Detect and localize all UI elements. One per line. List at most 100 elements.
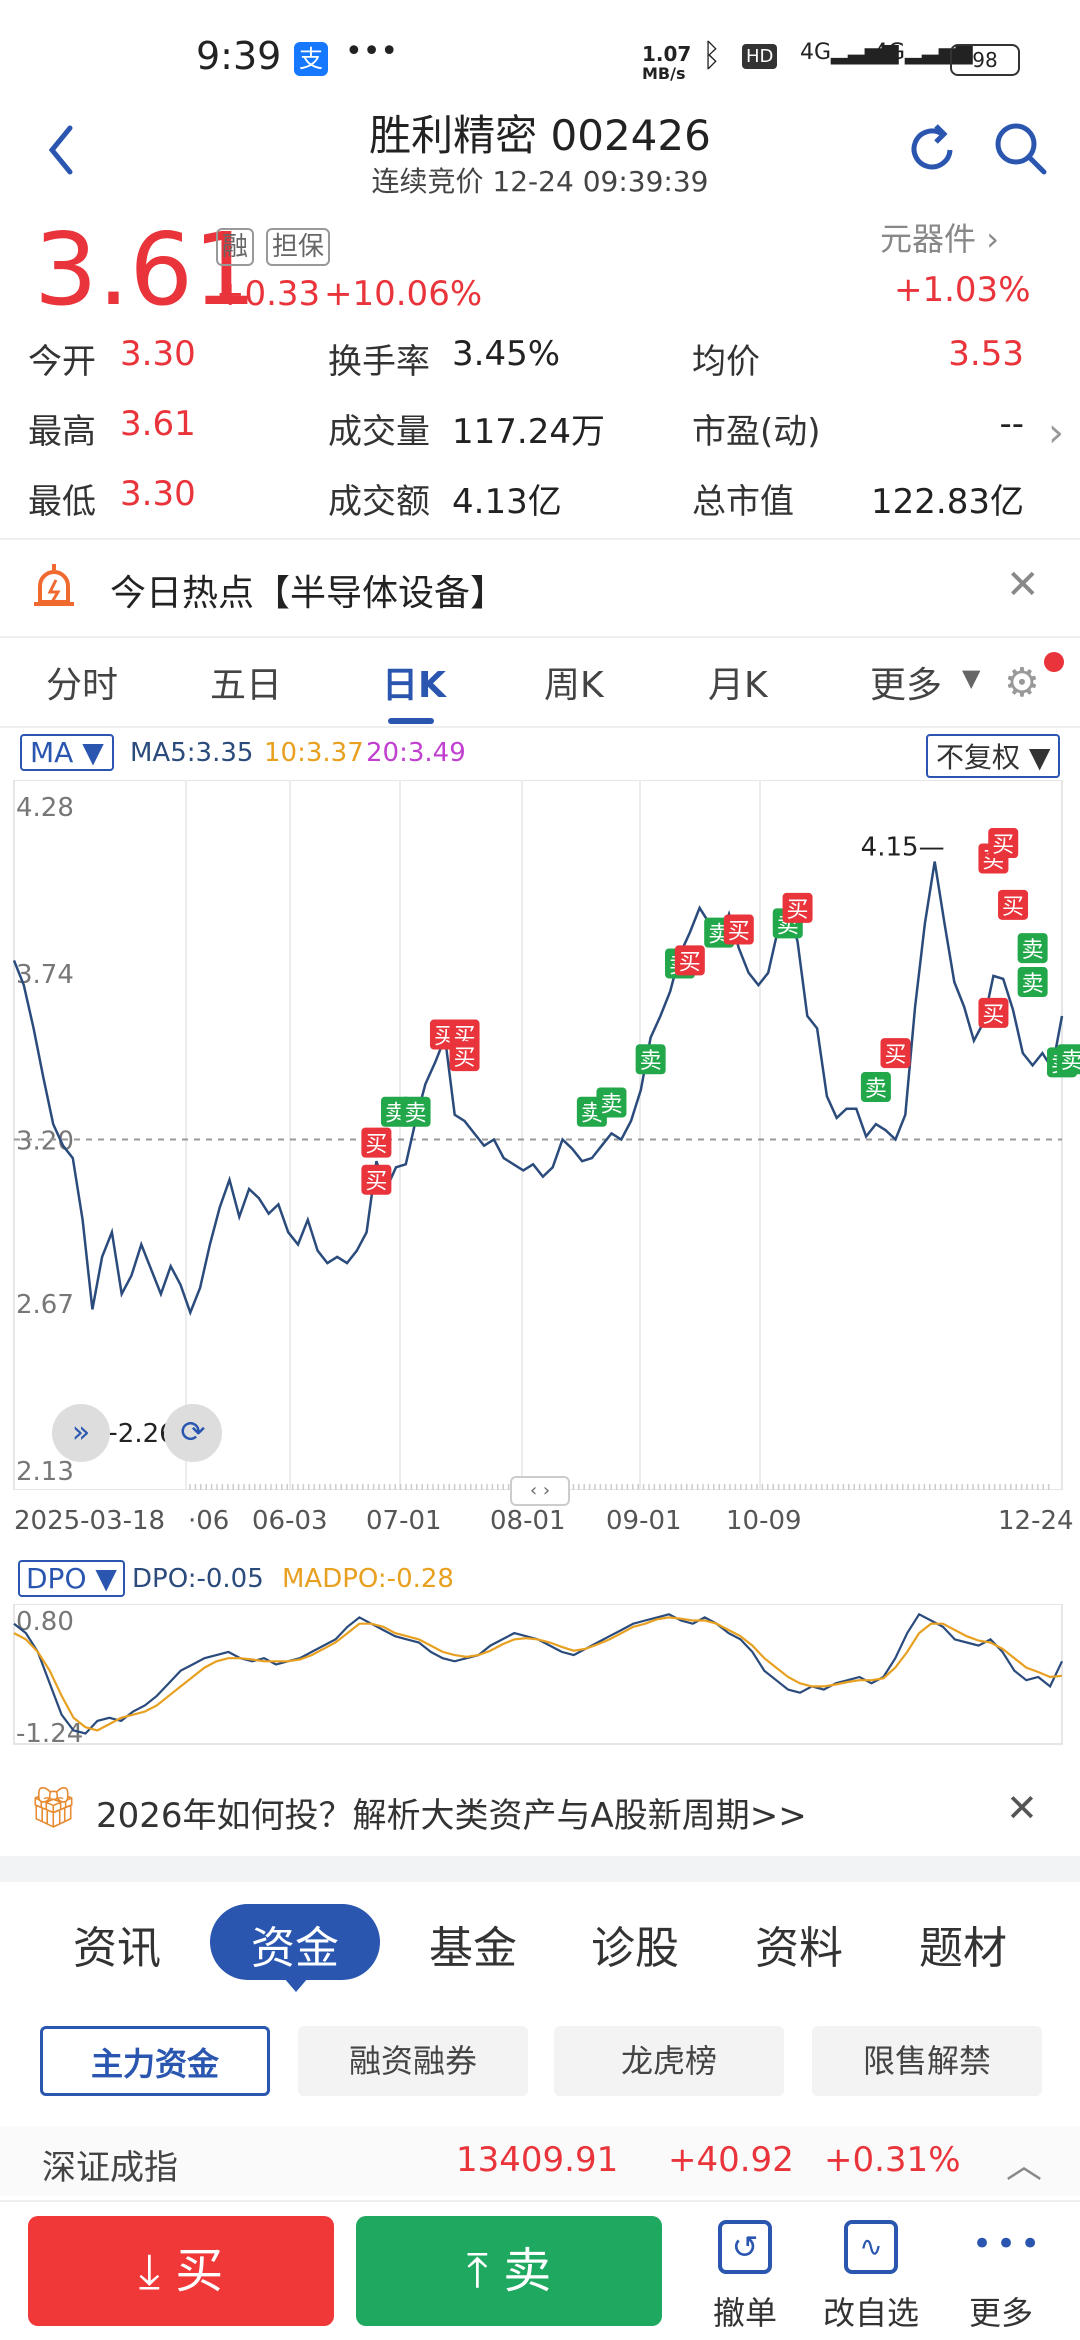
tab-capital-pill[interactable] <box>210 1904 380 1980</box>
chevron-up-icon[interactable]: ︿ <box>1006 2145 1043 2186</box>
high-label: 最高 <box>28 412 96 452</box>
marker-box <box>361 1127 392 1158</box>
chart-frame <box>13 780 1063 1490</box>
k-line-chart[interactable]: 4.283.743.202.672.134.15—←2.26买买卖卖买买买卖卖卖… <box>0 780 1080 1490</box>
buy-marker: 买 <box>880 1038 911 1069</box>
price-change-pct: +10.06% <box>324 274 483 314</box>
back-icon[interactable] <box>40 118 80 178</box>
volume-label: 成交量 <box>328 412 430 452</box>
tab-intraday[interactable]: 分时 <box>46 665 119 706</box>
sell-button[interactable]: ⤒ 卖 <box>356 2216 662 2326</box>
search-icon[interactable] <box>990 118 1050 178</box>
tab-capital[interactable]: 资金 <box>251 1923 339 1974</box>
tab-more[interactable]: 更多 <box>870 665 943 706</box>
marker-box <box>988 828 1019 859</box>
marker-box <box>1056 1044 1080 1075</box>
marker-label: 买 <box>992 833 1014 858</box>
x-tick: 06-03 <box>252 1506 328 1536</box>
sell-marker: 卖 <box>860 1072 891 1103</box>
refresh-icon[interactable] <box>902 120 962 180</box>
index-value: 13409.91 <box>456 2140 619 2180</box>
tab-news[interactable]: 资讯 <box>73 1923 161 1974</box>
low-value: 3.30 <box>120 474 196 514</box>
marker-box <box>1017 967 1048 998</box>
marker-label: 买 <box>728 920 750 945</box>
subtab-margin[interactable]: 融资融券 <box>298 2026 528 2096</box>
dpo-selector[interactable]: DPO ▼ <box>18 1560 125 1597</box>
tab-fund[interactable]: 基金 <box>429 1923 517 1974</box>
buy-button[interactable]: ⤓ 买 <box>28 2216 334 2326</box>
market-cap-value: 122.83亿 <box>871 482 1024 522</box>
cancel-order-label: 撤单 <box>712 2294 777 2332</box>
alipay-icon: 支 <box>294 42 328 76</box>
rotate-icon[interactable]: ⟳ <box>164 1404 222 1462</box>
settings-gear-icon[interactable]: ⚙ <box>1004 660 1040 706</box>
buy-marker: 买 <box>988 828 1019 859</box>
dpo-label: DPO:-0.05 <box>132 1564 264 1594</box>
index-pct: +0.31% <box>824 2140 961 2180</box>
signal-icon: 4G▂▃▅▆ <box>800 40 899 65</box>
scroll-handle[interactable]: ‹ › <box>510 1476 570 1506</box>
section-gap <box>0 1856 1080 1882</box>
y-tick-label: 2.67 <box>16 1290 74 1320</box>
tab-profile[interactable]: 资料 <box>755 1923 843 1974</box>
marker-label: 买 <box>787 898 809 923</box>
index-row[interactable]: 深证成指 13409.91 +40.92 +0.31% ︿ <box>0 2126 1080 2196</box>
tab-diagnose[interactable]: 诊股 <box>591 1923 679 1974</box>
pe-value: -- <box>999 404 1024 444</box>
buy-marker: 买 <box>449 1041 480 1072</box>
margin-badge: 融 <box>216 228 255 266</box>
high-annotation: 4.15— <box>861 833 945 863</box>
marker-box <box>880 1038 911 1069</box>
subtab-main-capital[interactable]: 主力资金 <box>40 2026 270 2096</box>
marker-label: 买 <box>365 1170 387 1195</box>
tab-five-day[interactable]: 五日 <box>210 665 283 706</box>
edit-watchlist-button[interactable]: ∿ 改自选 <box>806 2216 936 2336</box>
dpo-chart[interactable]: 0.80-1.24 <box>0 1604 1080 1746</box>
marker-box <box>782 892 813 923</box>
promo-bar[interactable]: 🎁︎ 2026年如何投？解析大类资产与A股新周期>> ✕ <box>0 1770 1080 1850</box>
divider <box>0 538 1080 540</box>
ma5-label: MA5:3.35 <box>130 738 254 768</box>
marker-box <box>978 997 1009 1028</box>
battery-icon: 98 <box>950 44 1020 76</box>
tab-monthly-k[interactable]: 月K <box>708 665 768 706</box>
subtab-dragon-tiger[interactable]: 龙虎榜 <box>554 2026 784 2096</box>
ma-selector[interactable]: MA ▼ <box>20 734 114 771</box>
y-tick-label: 2.13 <box>16 1457 74 1487</box>
expand-chevron-icon[interactable]: › <box>1048 410 1064 456</box>
marker-box <box>1017 933 1048 964</box>
cancel-order-button[interactable]: ↺ 撤单 <box>680 2216 810 2336</box>
x-tick: 07-01 <box>366 1506 442 1536</box>
sell-arrow-icon: ⤒ <box>466 2243 504 2299</box>
promo-text: 2026年如何投？解析大类资产与A股新周期>> <box>96 1796 807 1836</box>
fast-forward-icon[interactable]: » <box>52 1404 110 1462</box>
hot-topic-bar[interactable]: 今日热点【半导体设备】 ✕ <box>0 540 1080 636</box>
sell-label: 卖 <box>503 2243 552 2299</box>
marker-box <box>723 914 754 945</box>
pe-label: 市盈(动) <box>692 412 821 452</box>
more-button[interactable]: ••• 更多 <box>936 2216 1066 2336</box>
tab-theme[interactable]: 题材 <box>919 1923 1007 1974</box>
tab-daily-k[interactable]: 日K <box>382 665 446 706</box>
current-price: 3.61 <box>34 211 257 328</box>
adjust-selector[interactable]: 不复权 ▼ <box>926 734 1061 778</box>
subtab-lockup[interactable]: 限售解禁 <box>812 2026 1042 2096</box>
x-tick: 10-09 <box>726 1506 802 1536</box>
dpo-frame <box>13 1604 1063 1745</box>
more-dots-icon: ••• <box>972 2224 1045 2264</box>
madpo-label: MADPO:-0.28 <box>282 1564 454 1594</box>
x-tick: 12-24 <box>998 1506 1074 1536</box>
x-tick: 09-01 <box>606 1506 682 1536</box>
close-icon[interactable]: ✕ <box>1006 1786 1038 1830</box>
marker-box <box>674 945 705 976</box>
adjust-label: 不复权 <box>936 741 1021 774</box>
sector-link[interactable]: 元器件 › <box>880 214 999 260</box>
tab-weekly-k[interactable]: 周K <box>544 665 604 706</box>
x-tick: 2025-03-18 <box>14 1506 166 1536</box>
dpo-selector-label: DPO <box>26 1562 87 1595</box>
close-icon[interactable]: ✕ <box>1006 562 1040 608</box>
price-change: +0.33 <box>216 274 321 314</box>
index-name: 深证成指 <box>42 2148 178 2188</box>
x-axis: 2025-03-18 ·06 06-03 07-01 08-01 09-01 1… <box>0 1506 1080 1538</box>
